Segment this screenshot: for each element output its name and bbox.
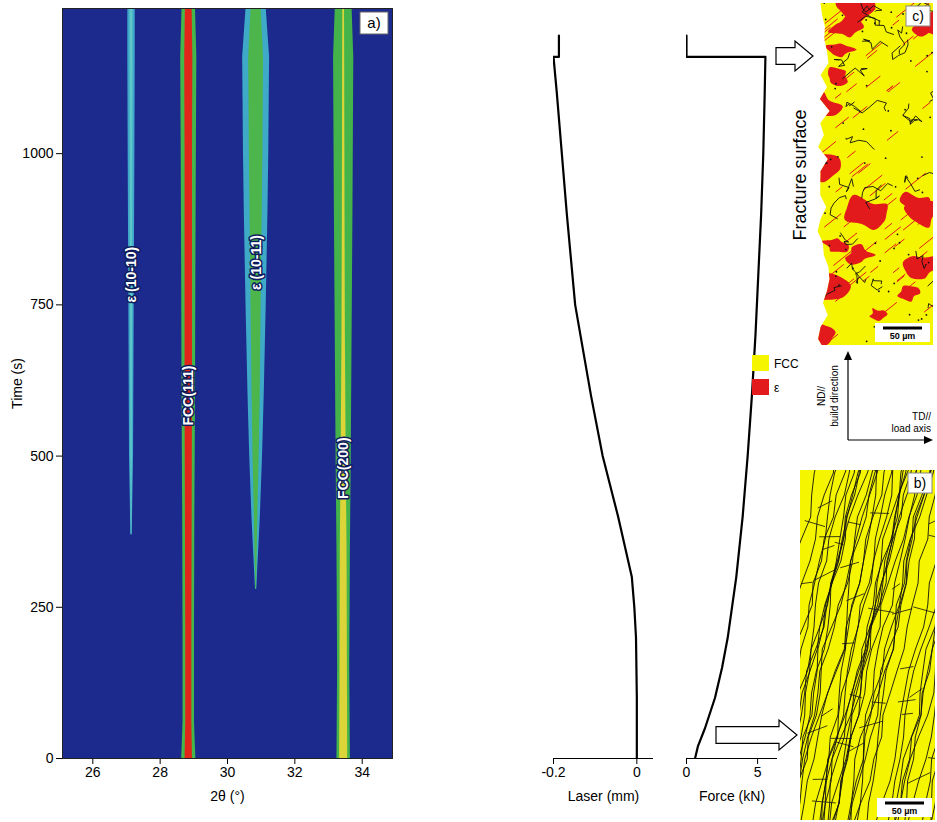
svg-text:ε: ε — [774, 381, 780, 395]
svg-text:TD//: TD// — [912, 411, 931, 422]
svg-text:Laser (mm): Laser (mm) — [568, 788, 640, 804]
svg-text:32: 32 — [287, 764, 303, 780]
svg-text:ND//: ND// — [816, 386, 827, 406]
svg-text:2θ (°): 2θ (°) — [210, 788, 244, 804]
svg-text:34: 34 — [354, 764, 370, 780]
svg-text:50 µm: 50 µm — [890, 331, 916, 341]
svg-text:250: 250 — [30, 599, 54, 615]
svg-text:750: 750 — [30, 296, 54, 312]
svg-text:Time (s): Time (s) — [9, 358, 25, 409]
svg-text:5: 5 — [754, 764, 762, 780]
svg-text:load axis: load axis — [892, 423, 931, 434]
svg-text:0: 0 — [633, 764, 641, 780]
svg-text:FCC(111): FCC(111) — [180, 366, 196, 426]
svg-text:build direction: build direction — [829, 365, 840, 427]
svg-text:50 µm: 50 µm — [892, 806, 918, 816]
svg-text:ε (10-10): ε (10-10) — [123, 247, 139, 303]
svg-text:1000: 1000 — [22, 145, 53, 161]
svg-text:FCC(200): FCC(200) — [335, 437, 351, 498]
svg-text:28: 28 — [152, 764, 168, 780]
svg-text:b): b) — [914, 475, 926, 491]
svg-text:0: 0 — [683, 764, 691, 780]
svg-text:26: 26 — [85, 764, 101, 780]
svg-text:0: 0 — [46, 750, 54, 766]
svg-text:Force (kN): Force (kN) — [699, 788, 765, 804]
svg-text:FCC: FCC — [774, 357, 799, 371]
svg-text:ε (10-11): ε (10-11) — [248, 235, 264, 290]
svg-text:Fracture surface: Fracture surface — [790, 109, 810, 240]
svg-text:c): c) — [912, 8, 924, 24]
svg-text:30: 30 — [220, 764, 236, 780]
svg-text:-0.2: -0.2 — [541, 764, 565, 780]
svg-text:a): a) — [367, 14, 380, 31]
svg-text:500: 500 — [30, 448, 54, 464]
